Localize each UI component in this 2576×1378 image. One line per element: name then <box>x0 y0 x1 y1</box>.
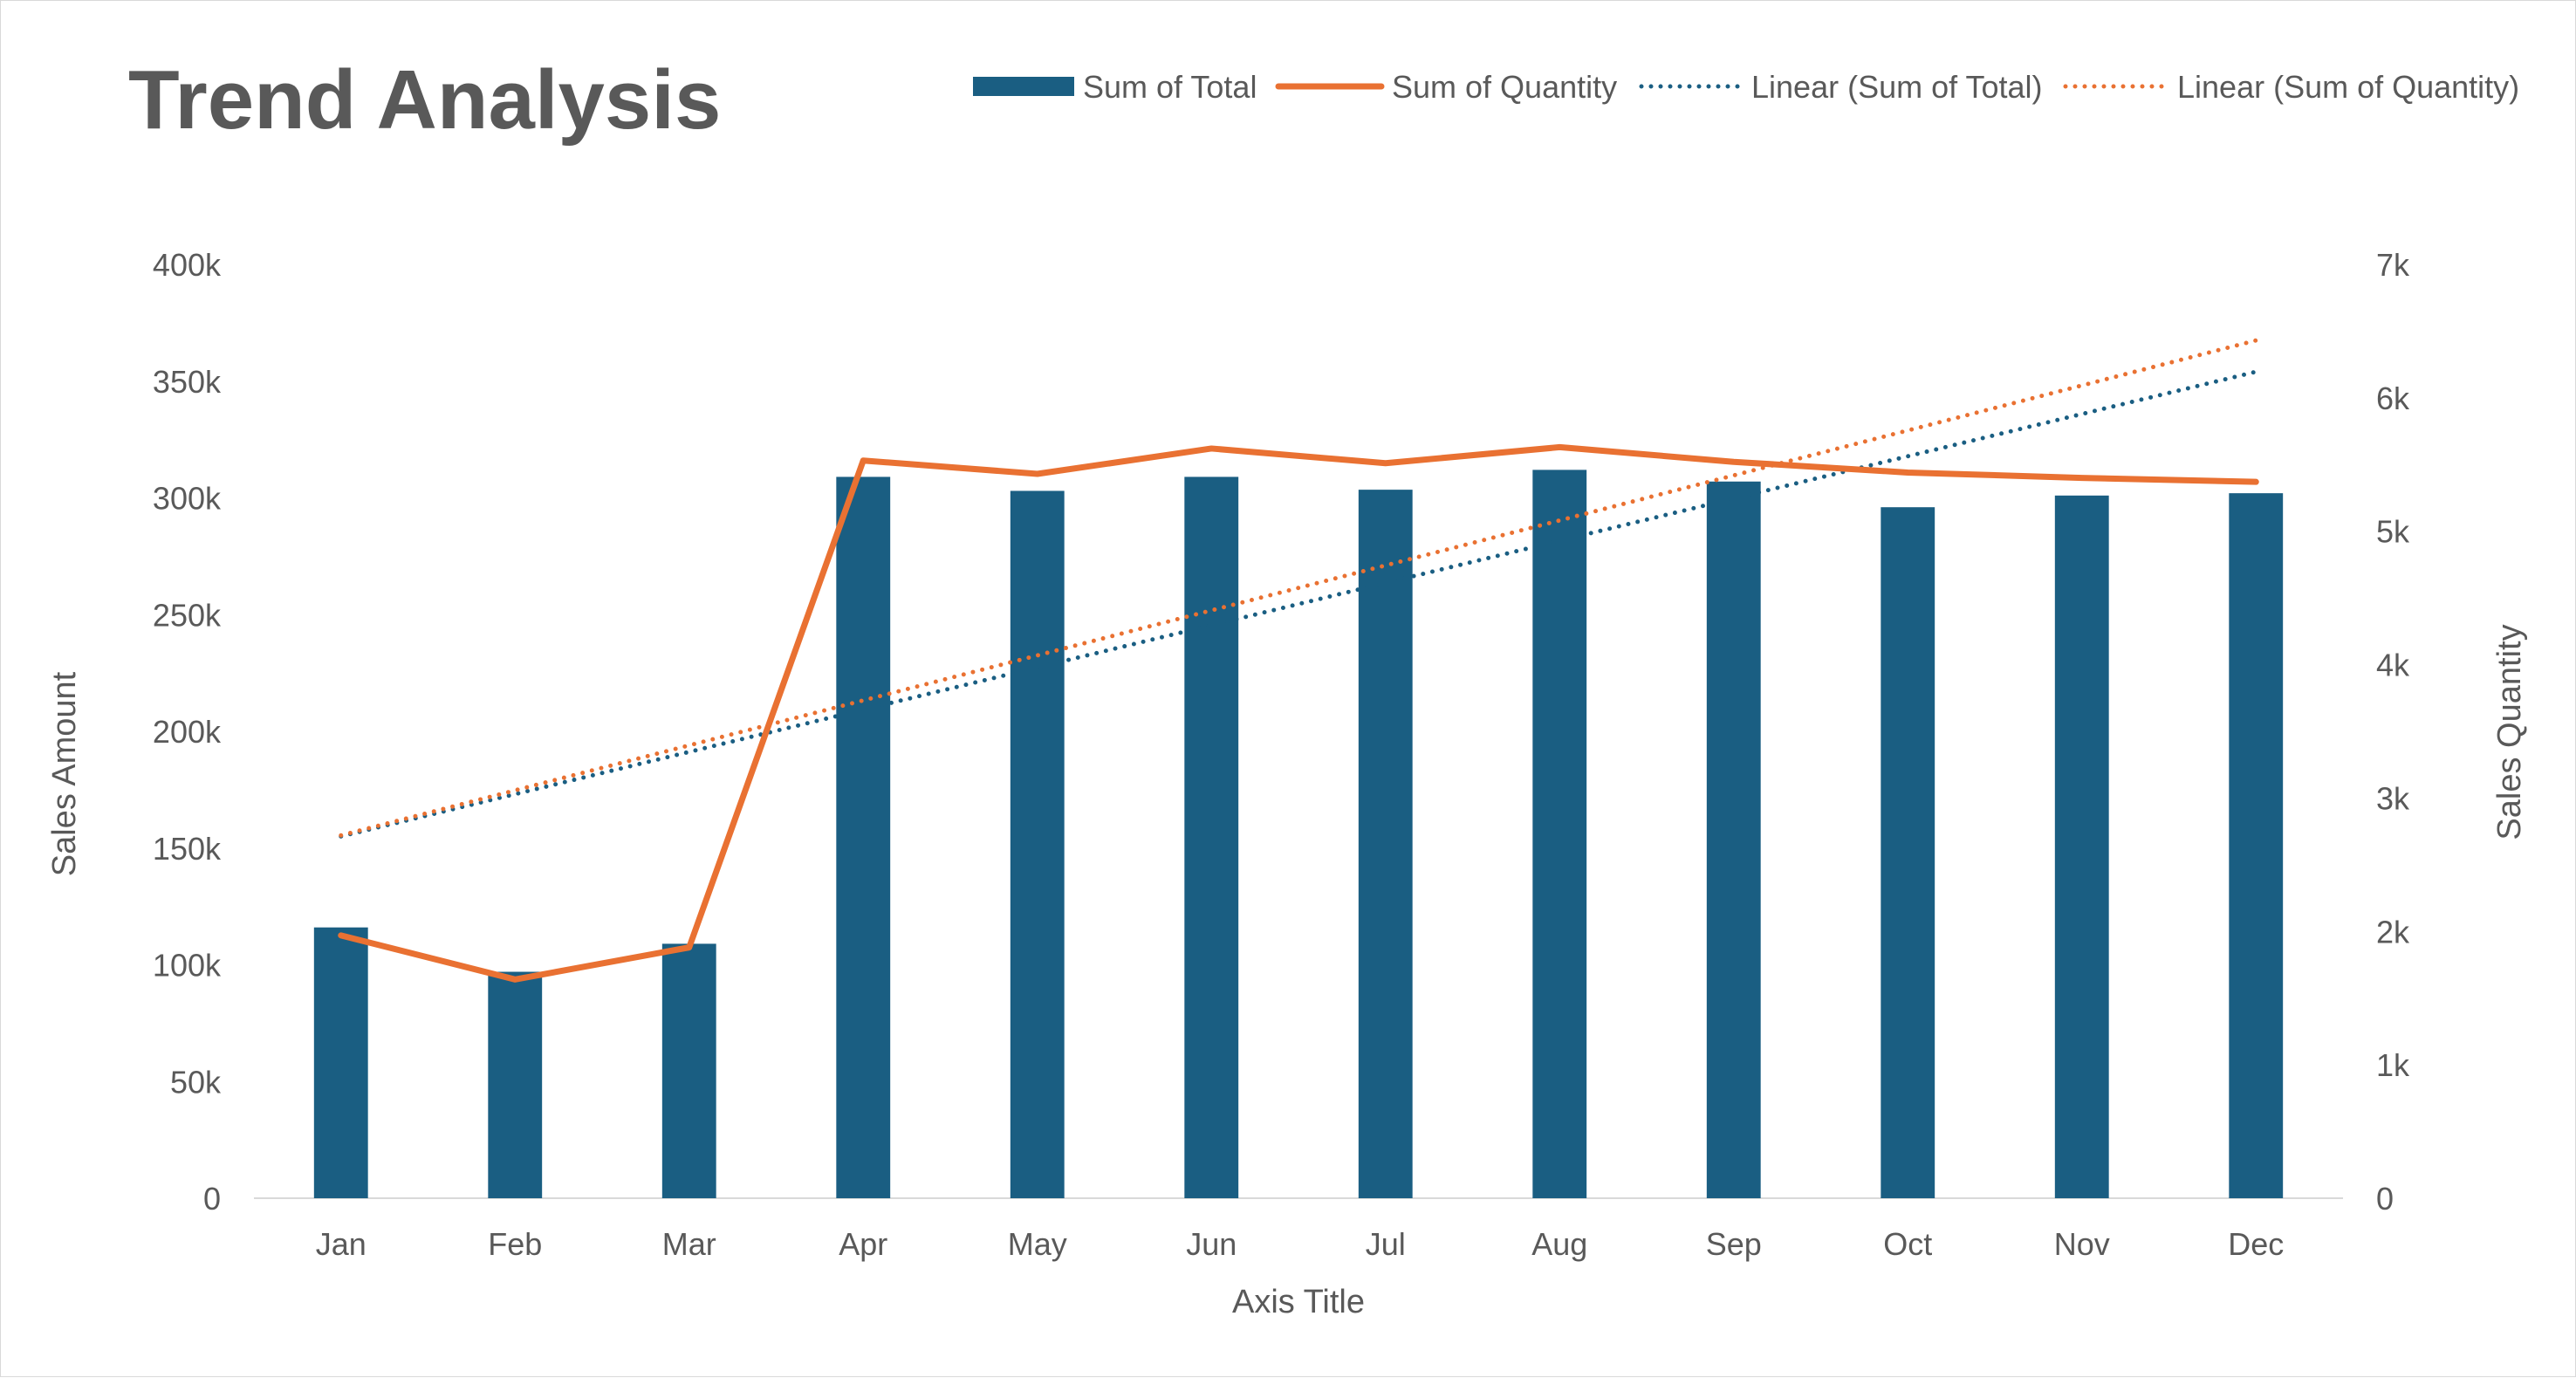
trendline <box>339 369 2258 839</box>
x-axis-title: Axis Title <box>1232 1284 1365 1320</box>
y2-axis-ticks: 0 1k 2k 3k 4k 5k 6k 7k <box>2376 247 2410 1217</box>
bar <box>1184 476 1239 1198</box>
x-tick-label: Sep <box>1706 1226 1762 1262</box>
legend-label: Sum of Total <box>1083 69 1257 105</box>
y2-tick-label: 4k <box>2376 648 2410 683</box>
y2-tick-label: 3k <box>2376 780 2410 816</box>
y-tick-label: 200k <box>153 714 222 750</box>
x-tick-label: Jul <box>1366 1226 1406 1262</box>
x-tick-label: Jun <box>1186 1226 1237 1262</box>
x-tick-label: Oct <box>1883 1226 1932 1262</box>
y2-tick-label: 6k <box>2376 380 2410 416</box>
x-axis-ticks: Jan Feb Mar Apr May Jun Jul Aug Sep Oct Nov Dec <box>316 1226 2285 1262</box>
x-tick-label: Nov <box>2054 1226 2110 1262</box>
legend-label: Linear (Sum of Quantity) <box>2177 69 2519 105</box>
bar <box>488 971 543 1198</box>
y-tick-label: 300k <box>153 481 222 517</box>
bar <box>2054 495 2109 1198</box>
y-axis-title: Sales Amount <box>46 671 83 876</box>
y2-tick-label: 7k <box>2376 247 2410 283</box>
bar <box>1532 470 1587 1198</box>
y2-tick-label: 2k <box>2376 914 2410 950</box>
bar <box>836 476 891 1198</box>
y-tick-label: 0 <box>203 1181 221 1217</box>
chart-title: Trend Analysis <box>128 53 721 147</box>
legend-label: Sum of Quantity <box>1392 69 1617 105</box>
y2-axis-title: Sales Quantity <box>2491 624 2528 840</box>
y-tick-label: 150k <box>153 831 222 867</box>
y-tick-label: 50k <box>170 1064 222 1100</box>
quantity-line <box>338 443 2259 983</box>
y-tick-label: 250k <box>153 597 222 633</box>
bar-series <box>313 470 2284 1198</box>
x-tick-label: Dec <box>2228 1226 2284 1262</box>
line-series <box>338 443 2259 983</box>
y-axis-ticks: 0 50k 100k 150k 200k 250k 300k 350k 400k <box>153 247 222 1217</box>
bar <box>1881 507 1935 1198</box>
bar <box>313 927 368 1198</box>
x-tick-label: Jan <box>316 1226 367 1262</box>
x-tick-label: Apr <box>839 1226 887 1262</box>
trendline-series <box>339 338 2258 839</box>
bar <box>661 943 716 1198</box>
bar <box>1358 490 1413 1198</box>
y2-tick-label: 5k <box>2376 514 2410 550</box>
legend: Sum of Total Sum of Quantity Linear (Sum o… <box>973 69 2519 105</box>
y-tick-label: 350k <box>153 364 222 400</box>
y-tick-label: 100k <box>153 948 222 984</box>
x-tick-label: May <box>1008 1226 1067 1262</box>
y2-tick-label: 1k <box>2376 1047 2410 1083</box>
y-tick-label: 400k <box>153 247 222 283</box>
x-tick-label: Aug <box>1531 1226 1587 1262</box>
y2-tick-label: 0 <box>2376 1181 2394 1217</box>
legend-swatch <box>973 77 1074 96</box>
bar <box>2229 493 2284 1198</box>
bar <box>1010 490 1065 1198</box>
legend-label: Linear (Sum of Total) <box>1751 69 2043 105</box>
x-tick-label: Feb <box>488 1226 542 1262</box>
trendline <box>339 338 2258 838</box>
bar <box>1706 481 1761 1198</box>
x-tick-label: Mar <box>662 1226 716 1262</box>
